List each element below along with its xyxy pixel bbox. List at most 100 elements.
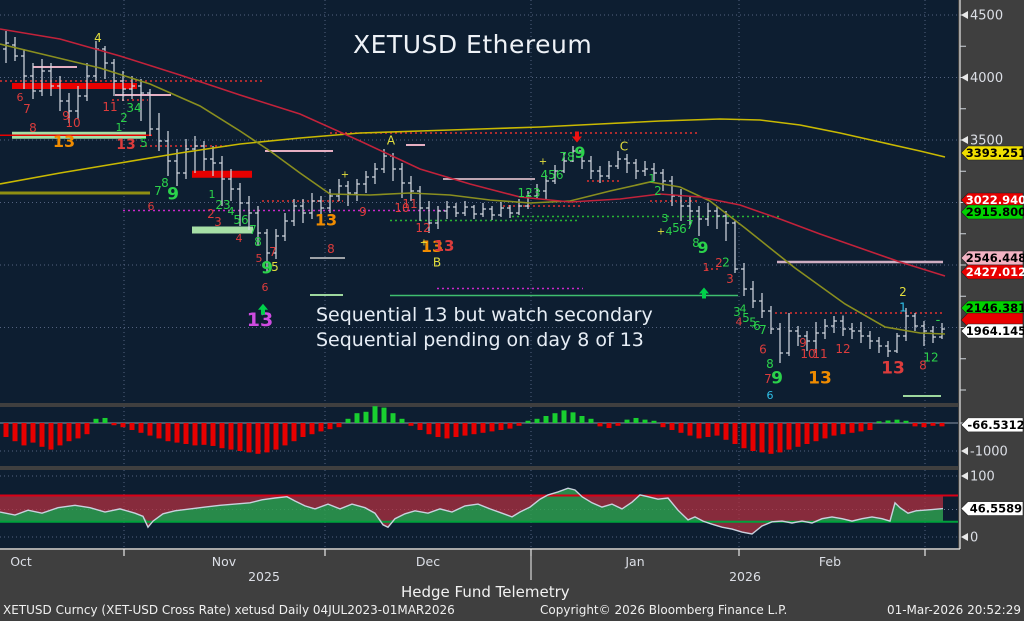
svg-text:4: 4	[736, 315, 743, 328]
svg-text:7: 7	[764, 372, 772, 386]
ma-mid-olive	[0, 43, 946, 335]
svg-text:8: 8	[161, 176, 169, 190]
svg-text:4000: 4000	[970, 71, 1003, 86]
svg-text:8: 8	[692, 236, 700, 250]
status-bar: XETUSD Curncy (XET-USD Cross Rate) xetus…	[0, 601, 1024, 621]
svg-text:46.5589: 46.5589	[970, 502, 1022, 516]
svg-text:123: 123	[518, 186, 541, 200]
svg-text:+: +	[341, 170, 349, 181]
svg-text:6: 6	[262, 281, 269, 294]
svg-text:9: 9	[771, 369, 783, 389]
svg-text:6: 6	[17, 91, 24, 104]
ma-crimson	[0, 28, 946, 277]
svg-text:7: 7	[23, 102, 31, 116]
svg-text:56: 56	[233, 213, 248, 227]
svg-text:+: +	[657, 227, 665, 238]
svg-text:7: 7	[154, 184, 162, 198]
svg-text:12: 12	[415, 221, 430, 235]
svg-text:Dec: Dec	[416, 554, 440, 569]
gridlines	[0, 0, 958, 548]
svg-text:8: 8	[254, 235, 262, 249]
svg-text:3: 3	[214, 215, 222, 229]
svg-text:Nov: Nov	[212, 554, 237, 569]
svg-text:78: 78	[559, 150, 574, 164]
svg-text:-66.5312: -66.5312	[967, 418, 1024, 432]
svg-text:-: -	[936, 313, 941, 328]
svg-text:4: 4	[236, 232, 243, 245]
svg-text:12: 12	[835, 342, 850, 356]
svg-text:7: 7	[269, 245, 277, 259]
svg-text:10: 10	[800, 347, 815, 361]
timestamp: 01-Mar-2026 20:52:29	[886, 603, 1021, 617]
svg-text:2: 2	[120, 111, 128, 125]
oscillator	[0, 487, 958, 535]
svg-text:8: 8	[766, 357, 774, 371]
svg-text:5: 5	[672, 221, 680, 235]
svg-text:3: 3	[662, 212, 669, 225]
svg-text:2: 2	[899, 285, 907, 299]
svg-text:13: 13	[434, 237, 455, 255]
svg-text:4: 4	[94, 31, 102, 45]
macd-histogram	[0, 406, 958, 454]
svg-text:10: 10	[65, 116, 80, 130]
svg-text:6: 6	[753, 319, 761, 333]
svg-text:2025: 2025	[248, 569, 280, 584]
svg-text:1: 1	[209, 188, 216, 201]
svg-text:2915.800: 2915.800	[966, 205, 1024, 219]
svg-text:11: 11	[102, 100, 117, 114]
svg-text:2: 2	[715, 256, 723, 270]
svg-text:13: 13	[808, 369, 832, 389]
svg-text:5: 5	[140, 136, 148, 150]
svg-text:5: 5	[742, 311, 750, 325]
svg-text:3393.251: 3393.251	[966, 146, 1024, 160]
svg-text:2427.012: 2427.012	[966, 265, 1024, 279]
svg-text:13: 13	[53, 132, 75, 151]
svg-text:5: 5	[271, 260, 279, 274]
svg-text:A: A	[387, 134, 396, 148]
security-description: XETUSD Curncy (XET-USD Cross Rate) xetus…	[3, 603, 455, 617]
svg-text:1: 1	[649, 172, 656, 185]
svg-text:0: 0	[970, 531, 978, 546]
svg-text:13: 13	[247, 309, 273, 331]
svg-text:9: 9	[167, 184, 179, 204]
svg-text:5: 5	[256, 252, 263, 265]
right-axis: 4500 4000 3500 -1000 100 0	[0, 0, 1008, 550]
svg-text:2546.448: 2546.448	[966, 251, 1024, 265]
svg-text:-1000: -1000	[970, 445, 1008, 460]
svg-text:23: 23	[215, 198, 230, 212]
svg-text:3500: 3500	[970, 134, 1003, 149]
ma-long-yellow	[0, 118, 946, 185]
svg-text:10: 10	[394, 201, 409, 215]
svg-text:4: 4	[740, 303, 747, 316]
svg-text:13: 13	[116, 137, 135, 153]
svg-text:1: 1	[703, 261, 710, 274]
svg-text:7: 7	[249, 223, 257, 237]
svg-text:100: 100	[970, 470, 995, 485]
svg-text:+: +	[539, 157, 547, 168]
svg-text:3: 3	[726, 272, 734, 286]
svg-text:1964.145: 1964.145	[966, 324, 1024, 338]
svg-text:8: 8	[327, 242, 335, 256]
svg-text:8: 8	[919, 358, 927, 372]
svg-text:9: 9	[799, 336, 807, 350]
x-axis: Oct Nov Dec Jan Feb 2025 2026	[10, 549, 926, 584]
svg-text:1: 1	[116, 121, 123, 134]
svg-text:9: 9	[574, 143, 585, 162]
svg-text:7: 7	[686, 218, 694, 232]
svg-text:13: 13	[881, 359, 905, 379]
svg-text:9: 9	[261, 258, 273, 278]
svg-text:2146.381: 2146.381	[966, 301, 1024, 315]
svg-text:11: 11	[402, 197, 417, 211]
svg-text:6: 6	[679, 222, 687, 236]
svg-text:4: 4	[666, 225, 673, 238]
svg-text:2026: 2026	[729, 569, 761, 584]
svg-text:4: 4	[228, 205, 235, 218]
svg-text:3: 3	[733, 305, 741, 319]
svg-text:C: C	[620, 140, 628, 154]
svg-text:13: 13	[315, 211, 337, 230]
svg-text:34: 34	[126, 101, 141, 115]
